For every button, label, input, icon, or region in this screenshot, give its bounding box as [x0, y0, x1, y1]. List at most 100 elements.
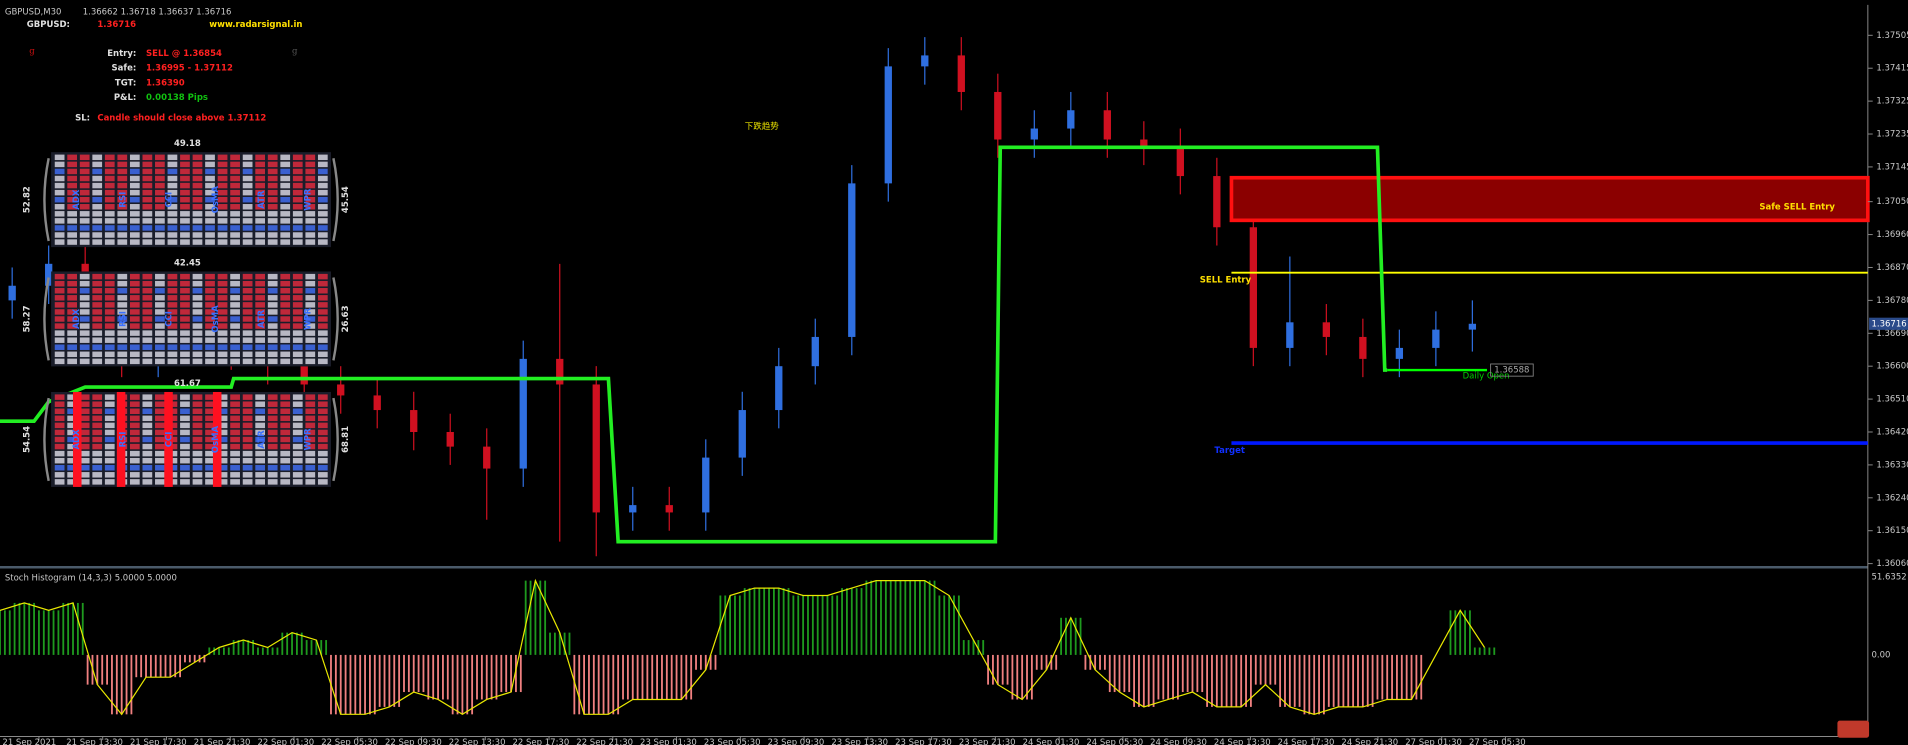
candle-body — [373, 395, 381, 411]
block-cell — [255, 239, 266, 245]
block-cell — [280, 232, 291, 238]
block-cell — [180, 154, 190, 161]
block-cell — [180, 465, 190, 471]
block-cell — [242, 450, 253, 457]
block-cell — [129, 302, 140, 308]
block-cell — [104, 295, 115, 301]
symbol: GBPUSD,M30 — [5, 8, 62, 18]
block-cell — [92, 429, 103, 436]
block-cell — [305, 457, 316, 464]
block-cell — [79, 225, 90, 231]
block-cell — [205, 351, 215, 358]
block-cell — [317, 302, 328, 308]
block-bracket-left — [43, 397, 50, 482]
block-cell — [92, 273, 103, 280]
block-cell — [129, 218, 140, 224]
block-cell — [192, 232, 203, 238]
block-cell — [142, 288, 153, 294]
block-cell — [155, 337, 165, 343]
block-cell — [92, 218, 103, 224]
block-cell — [255, 182, 266, 189]
candle — [811, 318, 819, 385]
block-cell — [67, 436, 78, 443]
time-tick-label: 23 Sep 05:30 — [704, 738, 761, 745]
time-tick-label: 24 Sep 09:30 — [1150, 738, 1207, 745]
block-cell — [129, 211, 140, 217]
safe-sell-label: Safe SELL Entry — [1759, 202, 1835, 212]
candle — [592, 366, 600, 557]
block-cell — [79, 218, 90, 224]
indicator-name: ATR — [257, 190, 267, 209]
block-cell — [305, 415, 316, 422]
candle — [483, 428, 491, 520]
price-tick-label: 1.36330 — [1876, 460, 1908, 470]
price-tick-label: 1.36060 — [1876, 559, 1908, 569]
time-tick-label: 27 Sep 05:30 — [1469, 738, 1526, 745]
block-cell — [230, 465, 240, 471]
stoch-axis-zero: 0.00 — [1871, 650, 1890, 660]
block-cell — [230, 443, 240, 450]
block-cell — [155, 479, 165, 485]
candle — [1359, 318, 1367, 378]
block-cell — [267, 154, 278, 161]
block-cell — [180, 168, 190, 175]
pl: 0.00138 Pips — [146, 93, 208, 103]
block-cell — [92, 295, 103, 301]
block-cell — [317, 436, 328, 443]
block-cell — [79, 232, 90, 238]
block-cell — [255, 344, 266, 350]
block-cell — [280, 429, 291, 436]
time-tick-label: 21 Sep 21:30 — [194, 738, 251, 745]
block-cell — [217, 443, 228, 450]
block-cell — [305, 211, 316, 217]
block-cell — [255, 154, 266, 161]
block-cell — [67, 344, 78, 350]
block-cell — [104, 175, 115, 182]
block-cell — [292, 316, 303, 322]
current-price: 1.36716 — [97, 20, 136, 30]
block-cell — [242, 316, 253, 322]
time-tick-label: 21 Sep 17:30 — [130, 738, 187, 745]
block-cell — [155, 316, 165, 322]
block-cell — [167, 211, 178, 217]
block-cell — [155, 232, 165, 238]
block-cell — [192, 288, 203, 294]
block-cell — [217, 351, 228, 358]
block-cell — [79, 429, 90, 436]
block-cell — [104, 337, 115, 343]
block-cell — [292, 337, 303, 343]
block-cell — [54, 450, 65, 457]
block-cell — [192, 302, 203, 308]
block-cell — [92, 337, 103, 343]
block-cell — [205, 337, 215, 343]
block-cell — [155, 175, 165, 182]
block-cell — [155, 273, 165, 280]
block-cell — [104, 323, 115, 329]
block-cell — [155, 415, 165, 422]
block-cell — [280, 408, 291, 415]
block-cell — [129, 479, 140, 485]
price-tick-label: 1.37325 — [1876, 97, 1908, 107]
block-cell — [255, 472, 266, 478]
block-cell — [230, 239, 240, 245]
block-cell — [129, 168, 140, 175]
block-cell — [192, 429, 203, 436]
block-cell — [129, 288, 140, 294]
block-cell — [242, 168, 253, 175]
block-cell — [205, 401, 215, 407]
candle-body — [1322, 322, 1331, 337]
block-cell — [317, 239, 328, 245]
block-cell — [180, 457, 190, 464]
block-cell — [79, 211, 90, 217]
block-cell — [280, 288, 291, 294]
block-cell — [142, 225, 153, 231]
block-cell — [67, 225, 78, 231]
block-cell — [104, 358, 115, 365]
block-cell — [67, 337, 78, 343]
block-cell — [155, 295, 165, 301]
block-cell — [192, 443, 203, 450]
block-cell — [217, 465, 228, 471]
block-cell — [129, 330, 140, 336]
block-cell — [155, 225, 165, 231]
block-cell — [205, 239, 215, 245]
